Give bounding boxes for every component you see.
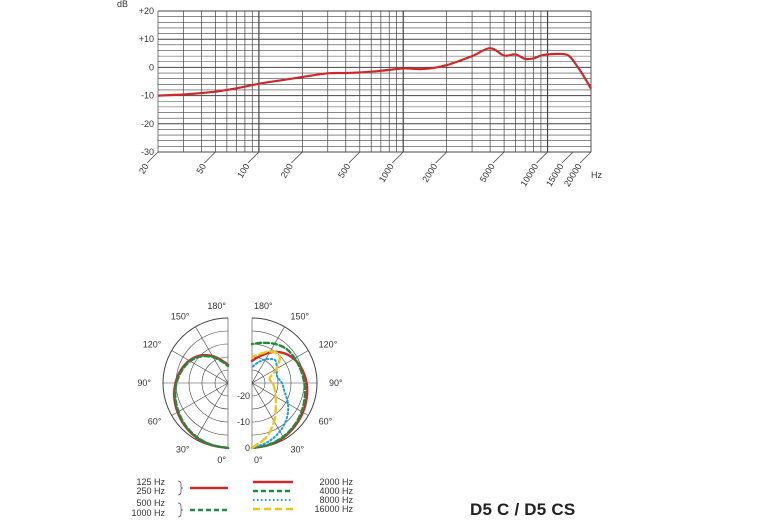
polar-spoke <box>251 350 309 384</box>
polar-angle-labels: 180° 180° 150° 150° 120° 120° 90° 90° 60° 60° 30° 3… <box>137 301 343 465</box>
x-tick-mark <box>348 151 361 164</box>
legend-label-left: 1000 Hz <box>131 508 165 518</box>
frequency-grid <box>146 10 592 164</box>
x-tick-mark <box>204 151 216 164</box>
x-tick-mark <box>391 151 404 164</box>
y-tick-label: -30 <box>141 147 154 157</box>
frequency-response-line <box>157 47 592 97</box>
x-tick-mark <box>536 151 548 164</box>
legend-label-right: 4000 Hz <box>319 486 353 496</box>
angle-label-left: 60° <box>148 417 162 427</box>
radial-label: -10 <box>237 417 250 427</box>
x-tick-label: 1000 <box>377 162 396 184</box>
angle-label-right: 60° <box>319 417 333 427</box>
x-tick-label: 200 <box>279 162 295 180</box>
radial-label: -20 <box>237 391 250 401</box>
angle-label-right: 150° <box>291 311 310 321</box>
angle-label-left: 120° <box>143 340 162 350</box>
x-tick-label: 50 <box>194 162 208 176</box>
y-tick-label: -10 <box>141 91 154 101</box>
frequency-series <box>157 47 592 97</box>
legend-label-left: 250 Hz <box>136 486 165 496</box>
x-tick-mark <box>579 151 592 164</box>
polar-spoke <box>251 382 285 440</box>
y-tick-label: +10 <box>139 34 154 44</box>
x-tick-mark <box>435 151 447 164</box>
x-tick-label: 2000 <box>420 162 439 184</box>
polar-spoke <box>251 326 285 384</box>
x-tick-label: 5000 <box>478 162 497 184</box>
polar-series-right-yellow <box>250 350 282 450</box>
polar-spoke <box>251 382 309 416</box>
y-axis-unit-label: dB <box>117 0 128 9</box>
y-tick-label: 0 <box>149 62 154 72</box>
polar-grid-left <box>162 317 229 449</box>
model-title: D5 C / D5 CS <box>470 500 576 519</box>
angle-label-left: 90° <box>137 378 151 388</box>
polar-series-left-green <box>173 354 230 450</box>
legend-label-left: 125 Hz <box>136 477 165 487</box>
polar-spoke <box>171 382 229 416</box>
x-tick-mark <box>247 151 260 164</box>
angle-label-right: 90° <box>329 378 343 388</box>
polar-spoke <box>195 382 229 440</box>
x-tick-label: 20 <box>137 162 151 176</box>
polar-spoke <box>171 350 229 384</box>
legend-label-right: 2000 Hz <box>319 477 353 487</box>
legend-label-right: 16000 Hz <box>314 504 353 514</box>
polar-pattern-chart: 180° 180° 150° 150° 120° 120° 90° 90° 60° 60° 30° 3… <box>131 301 353 518</box>
radial-label: 0 <box>245 443 250 453</box>
x-axis-unit-label: Hz <box>591 170 602 180</box>
legend-label-right: 8000 Hz <box>319 495 353 505</box>
y-tick-label: -20 <box>141 119 154 129</box>
angle-label-right: 0° <box>254 455 263 465</box>
x-tick-mark <box>146 151 159 164</box>
x-tick-label: 100 <box>235 162 251 180</box>
x-tick-mark <box>492 151 505 164</box>
legend-brace <box>177 502 184 518</box>
angle-label-right: 180° <box>254 301 273 311</box>
frequency-response-chart: +20 +10 0 -10 -20 -30 20 50 100 200 500 1000 2000 50… <box>117 0 602 189</box>
legend-label-left: 500 Hz <box>136 498 165 508</box>
x-tick-mark <box>561 151 574 164</box>
angle-label-left: 0° <box>217 455 226 465</box>
x-tick-label: 20000 <box>562 162 584 189</box>
angle-label-left: 150° <box>171 311 190 321</box>
polar-series-right-green <box>250 341 307 450</box>
legend-brace <box>177 480 184 496</box>
angle-label-left: 180° <box>207 301 226 311</box>
y-axis-tick-labels: +20 +10 0 -10 -20 -30 <box>139 6 154 157</box>
angle-label-right: 120° <box>319 340 338 350</box>
x-tick-label: 10000 <box>519 162 541 189</box>
angle-label-left: 30° <box>176 445 190 455</box>
polar-series-right-blue <box>251 357 290 449</box>
x-tick-mark <box>291 151 303 164</box>
y-tick-label: +20 <box>139 6 154 16</box>
polar-series <box>172 341 309 450</box>
x-tick-label: 500 <box>336 162 352 180</box>
angle-label-right: 30° <box>291 445 305 455</box>
